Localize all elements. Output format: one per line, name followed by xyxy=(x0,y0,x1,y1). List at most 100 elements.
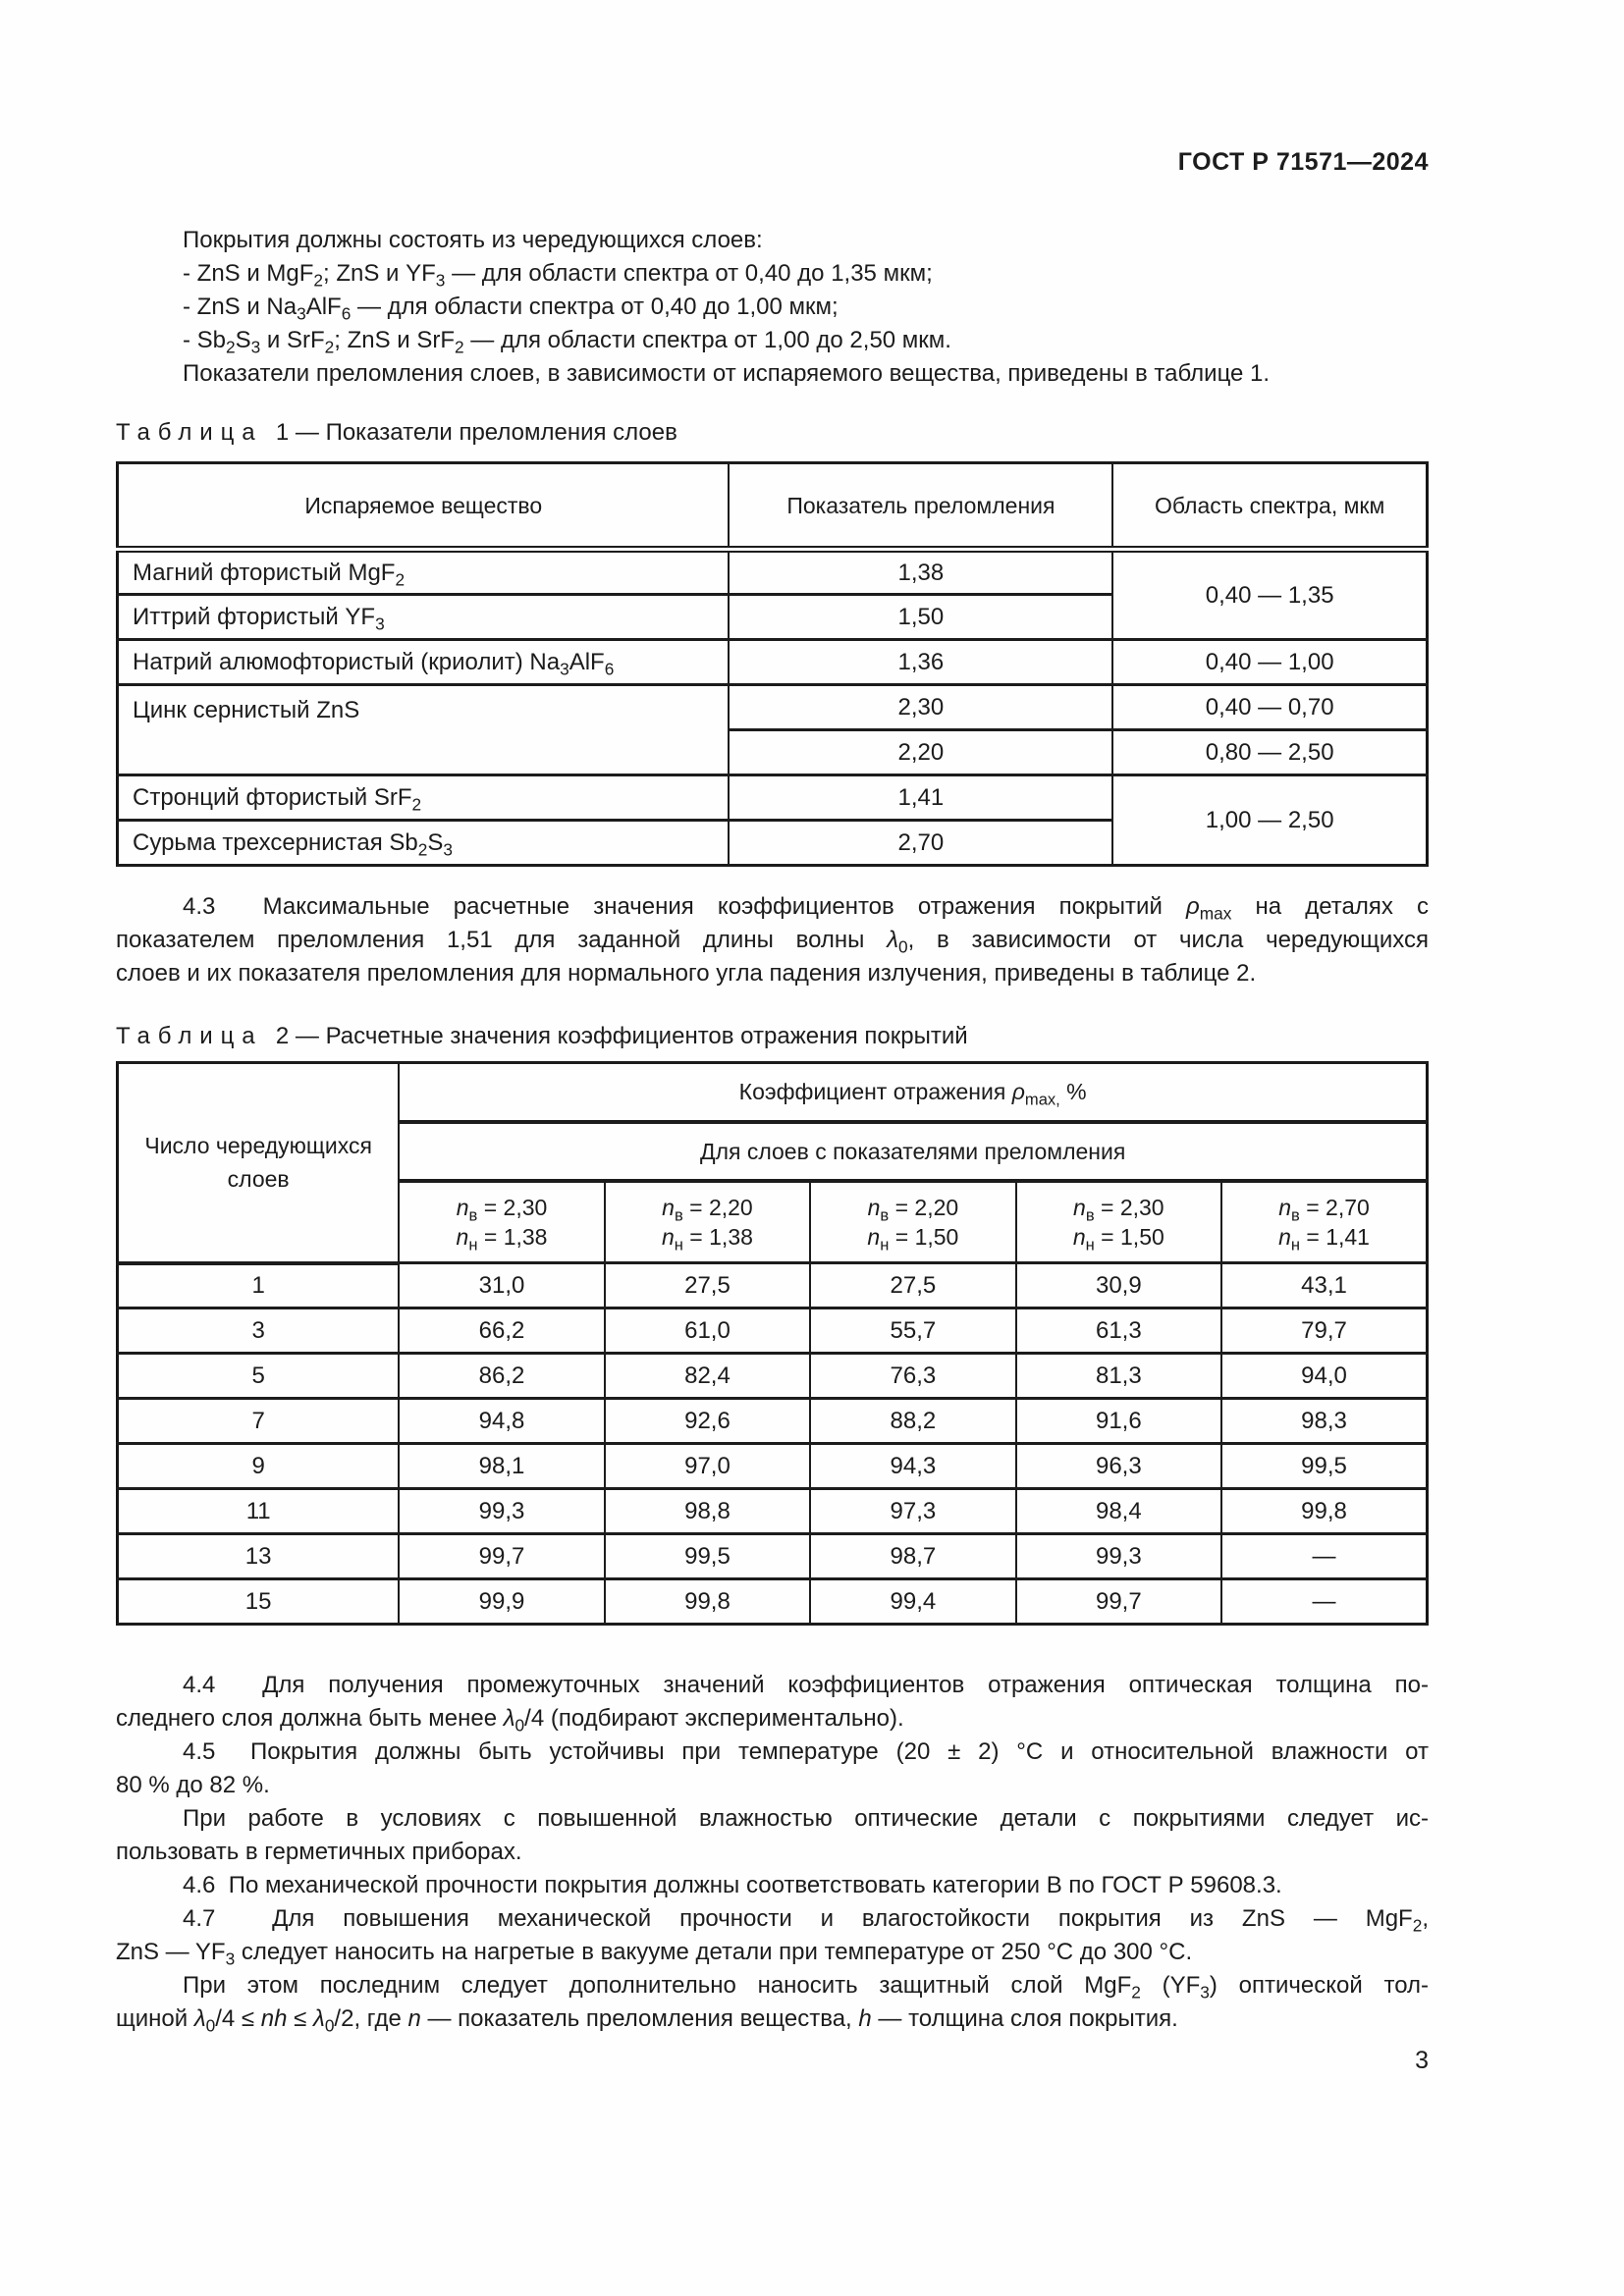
cell-spectrum: 0,40 — 0,70 xyxy=(1111,683,1429,731)
cell-value: 99,7 xyxy=(1014,1577,1223,1626)
cell-spectrum: 0,40 — 1,35 xyxy=(1111,548,1429,641)
cell-value: 98,4 xyxy=(1014,1487,1223,1535)
table-header-row: nв = 2,30 nн = 1,38 nв = 2,20 nн = 1,38 nв… xyxy=(118,1179,1429,1264)
cell-index: 2,30 xyxy=(728,683,1114,731)
cell-value: 79,7 xyxy=(1220,1307,1429,1355)
table-row: 1 31,0 27,5 27,5 30,9 43,1 xyxy=(116,1261,1429,1309)
cell-value: 99,7 xyxy=(398,1532,606,1580)
cell-value: 99,4 xyxy=(809,1577,1017,1626)
table-header-row: Испаряемое вещество Показатель преломлен… xyxy=(116,461,1429,553)
table-row: Магний фтористый MgF2 1,38 0,40 — 1,35 xyxy=(116,548,1429,641)
table-2-reflection-coefficients: Число чередующихся слоев Коэффициент отр… xyxy=(116,1061,1429,1626)
table-row: Цинк сернистый ZnS 2,30 0,40 — 0,70 xyxy=(116,683,1429,776)
cell-value: 94,3 xyxy=(809,1442,1017,1490)
section-4-6: 4.6 По механической прочности покрытия д… xyxy=(116,1869,1429,1902)
table-row: 15 99,9 99,8 99,4 99,7 — xyxy=(116,1577,1429,1626)
cell-value: 91,6 xyxy=(1014,1397,1223,1445)
table1-caption: Таблица 1 — Показатели преломления слоев xyxy=(116,419,677,446)
cell-index: 1,36 xyxy=(728,638,1114,686)
cell-spectrum: 0,80 — 2,50 xyxy=(1111,728,1429,776)
cell-value: 31,0 xyxy=(398,1261,606,1309)
table-row: 5 86,2 82,4 76,3 81,3 94,0 xyxy=(116,1352,1429,1400)
table-header-row: Для слоев с показателями преломления xyxy=(118,1120,1429,1183)
header-cell-layers: Число чередующихся слоев xyxy=(116,1061,401,1265)
table-row: 2,20 0,80 — 2,50 xyxy=(118,728,1429,776)
cell-value: — xyxy=(1220,1532,1429,1580)
section-4-5: 4.5 Покрытия должны быть устойчивы при т… xyxy=(116,1735,1429,1869)
cell-layers: 15 xyxy=(116,1577,401,1626)
paragraph-line: показателем преломления 1,51 для заданно… xyxy=(116,927,1429,957)
cell-value: 99,5 xyxy=(603,1532,812,1580)
header-cell: Область спектра, мкм xyxy=(1111,461,1429,553)
paragraph-line: пользовать в герметичных приборах. xyxy=(116,1839,522,1865)
cell-value: 97,3 xyxy=(809,1487,1017,1535)
list-item: - ZnS и Na3AlF6 — для области спектра от… xyxy=(183,294,839,324)
cell-value: 27,5 xyxy=(603,1261,812,1309)
cell-substance: Иттрий фтористый YF3 xyxy=(116,593,731,641)
table-row: 11 99,3 98,8 97,3 98,4 99,8 xyxy=(116,1487,1429,1535)
header-cell-n: nв = 2,30 nн = 1,38 xyxy=(398,1179,606,1264)
header-cell-n: nв = 2,70 nн = 1,41 xyxy=(1220,1179,1429,1264)
cell-substance: Стронций фтористый SrF2 xyxy=(116,774,731,822)
cell-index: 1,38 xyxy=(728,548,1114,596)
table-row: 13 99,7 99,5 98,7 99,3 — xyxy=(116,1532,1429,1580)
table-row: Натрий алюмофтористый (криолит) Na3AlF6 … xyxy=(116,638,1429,686)
header-cell-n: nв = 2,20 nн = 1,50 xyxy=(809,1179,1017,1264)
section-4-4: 4.4 Для получения промежуточных значений… xyxy=(116,1669,1429,1735)
paragraph-line: 4.7 Для повышения механической прочности… xyxy=(183,1905,1429,1936)
header-cell-for-layers: Для слоев с показателями преломления xyxy=(398,1120,1429,1183)
paragraph-line: слоев и их показателя преломления для но… xyxy=(116,960,1257,987)
cell-substance: Сурьма трехсернистая Sb2S3 xyxy=(116,819,731,867)
cell-layers: 9 xyxy=(116,1442,401,1490)
table-row: 7 94,8 92,6 88,2 91,6 98,3 xyxy=(116,1397,1429,1445)
cell-value: — xyxy=(1220,1577,1429,1626)
table-row: 9 98,1 97,0 94,3 96,3 99,5 xyxy=(116,1442,1429,1490)
cell-value: 27,5 xyxy=(809,1261,1017,1309)
intro-section: Покрытия должны состоять из чередующихся… xyxy=(116,224,1429,391)
paragraph-line: ZnS — YF3 следует наносить на нагретые в… xyxy=(116,1939,1193,1969)
table-row: Сурьма трехсернистая Sb2S3 2,70 xyxy=(116,819,1428,867)
paragraph-line: 4.6 По механической прочности покрытия д… xyxy=(183,1872,1282,1898)
cell-value: 99,3 xyxy=(1014,1532,1223,1580)
cell-value: 98,8 xyxy=(603,1487,812,1535)
cell-spectrum: 0,40 — 1,00 xyxy=(1111,638,1429,686)
cell-substance: Натрий алюмофтористый (криолит) Na3AlF6 xyxy=(116,638,731,686)
paragraph-line: 80 % до 82 %. xyxy=(116,1772,270,1798)
cell-index: 1,41 xyxy=(728,774,1114,822)
header-cell-n: nв = 2,20 nн = 1,38 xyxy=(603,1179,812,1264)
table-row: Стронций фтористый SrF2 1,41 1,00 — 2,50 xyxy=(116,774,1429,867)
cell-value: 99,8 xyxy=(603,1577,812,1626)
cell-value: 30,9 xyxy=(1014,1261,1223,1309)
cell-value: 43,1 xyxy=(1220,1261,1429,1309)
header-cell-coefficient: Коэффициент отражения ρmax, % xyxy=(398,1061,1429,1124)
header-cell-n: nв = 2,30 nн = 1,50 xyxy=(1014,1179,1223,1264)
header-cell: Испаряемое вещество xyxy=(116,461,731,553)
cell-value: 97,0 xyxy=(603,1442,812,1490)
section-4-3: 4.3 Максимальные расчетные значения коэф… xyxy=(116,890,1429,990)
cell-layers: 1 xyxy=(116,1261,401,1309)
page-number: 3 xyxy=(1415,2047,1429,2074)
paragraph-line: 4.3 Максимальные расчетные значения коэф… xyxy=(183,893,1429,924)
list-item: - ZnS и MgF2; ZnS и YF3 — для области сп… xyxy=(183,260,933,291)
cell-value: 88,2 xyxy=(809,1397,1017,1445)
paragraph-line: 4.4 Для получения промежуточных значений… xyxy=(183,1672,1429,1698)
cell-value: 82,4 xyxy=(603,1352,812,1400)
cell-value: 61,3 xyxy=(1014,1307,1223,1355)
cell-value: 96,3 xyxy=(1014,1442,1223,1490)
cell-value: 99,3 xyxy=(398,1487,606,1535)
cell-value: 94,8 xyxy=(398,1397,606,1445)
paragraph-line: 4.5 Покрытия должны быть устойчивы при т… xyxy=(183,1738,1429,1765)
cell-spectrum: 1,00 — 2,50 xyxy=(1111,774,1429,867)
cell-substance: Цинк сернистый ZnS xyxy=(116,683,731,776)
table-1-refractive-indices: Испаряемое вещество Показатель преломлен… xyxy=(116,461,1429,867)
cell-value: 99,5 xyxy=(1220,1442,1429,1490)
cell-substance: Магний фтористый MgF2 xyxy=(116,548,731,596)
cell-index: 1,50 xyxy=(728,593,1114,641)
table2-caption: Таблица 2 — Расчетные значения коэффицие… xyxy=(116,1023,968,1049)
cell-index: 2,70 xyxy=(728,819,1114,867)
cell-value: 98,3 xyxy=(1220,1397,1429,1445)
cell-value: 92,6 xyxy=(603,1397,812,1445)
cell-value: 61,0 xyxy=(603,1307,812,1355)
cell-value: 98,7 xyxy=(809,1532,1017,1580)
